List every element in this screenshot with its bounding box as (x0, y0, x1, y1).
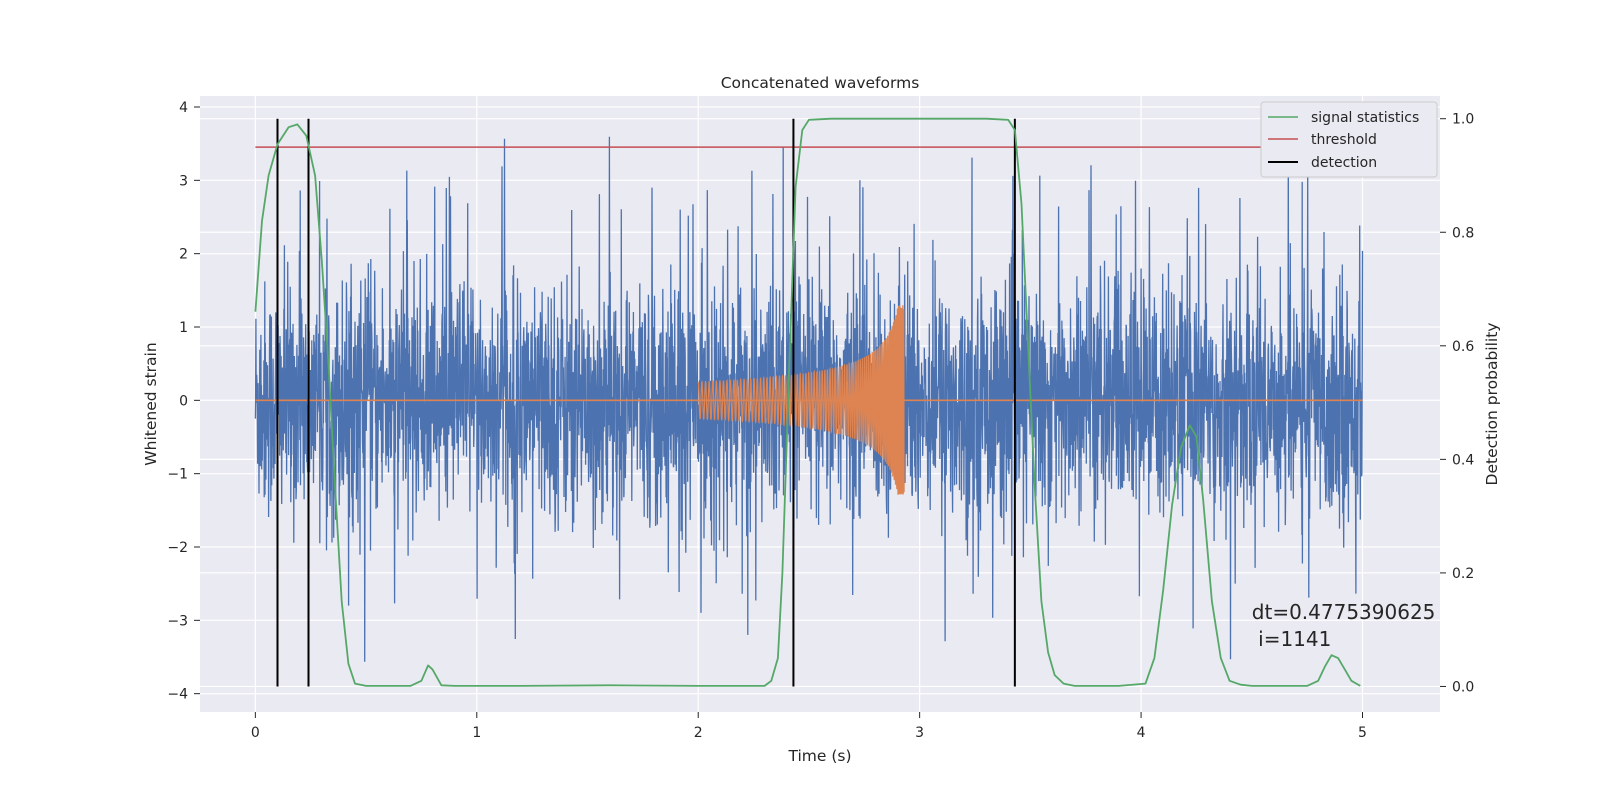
y-tick-label: −3 (167, 613, 188, 629)
legend-box (1260, 101, 1438, 178)
y2-tick-label: 0.4 (1452, 452, 1474, 468)
strain-line (254, 136, 1364, 662)
y-tick-label: −1 (167, 467, 188, 483)
y2-tick-label: 0.2 (1452, 566, 1474, 582)
chirp-line (697, 305, 905, 495)
x-axis-label: Time (s) (787, 747, 851, 765)
y2-tick-label: 0.8 (1452, 225, 1474, 241)
y-tick-label: −2 (167, 540, 188, 556)
chart-title: Concatenated waveforms (721, 74, 920, 92)
x-tick-label: 4 (1137, 725, 1146, 741)
annotation-index: i=1141 (1252, 627, 1332, 651)
y-tick-label: 1 (179, 320, 188, 336)
axis-ticks: 0 1 2 3 4 5 −4 −3 −2 −1 0 1 2 3 4 0.0 0.2 0.4 0.6 0.8 1.0 (167, 100, 1474, 741)
legend-label-signal-statistics: signal statistics (1311, 110, 1419, 126)
y2-tick-label: 0.6 (1452, 339, 1474, 355)
y-tick-label: −4 (167, 687, 188, 703)
x-tick-label: 5 (1358, 725, 1367, 741)
y2-tick-label: 1.0 (1452, 112, 1474, 128)
x-tick-label: 0 (251, 725, 260, 741)
annotation-dt: dt=0.4775390625 (1252, 600, 1436, 624)
x-tick-label: 3 (915, 725, 924, 741)
y-axis-label: Whitened strain (142, 342, 160, 465)
chirp-series (255, 305, 1363, 495)
y-tick-label: 0 (179, 393, 188, 409)
legend-label-threshold: threshold (1311, 132, 1377, 148)
annotation: dt=0.4775390625 i=1141 (1252, 600, 1436, 651)
probability-series (254, 117, 1363, 687)
x-tick-label: 1 (472, 725, 481, 741)
y-tick-label: 2 (179, 247, 188, 263)
y2-tick-label: 0.0 (1452, 679, 1474, 695)
strain-series (254, 136, 1364, 662)
signal-statistics-line (254, 117, 1361, 687)
y-tick-label: 3 (179, 173, 188, 189)
x-tick-label: 2 (694, 725, 703, 741)
y2-axis-label: Detection probability (1483, 323, 1501, 486)
legend-label-detection: detection (1311, 155, 1377, 171)
y-tick-label: 4 (179, 100, 188, 116)
legend: signal statistics threshold detection (1260, 101, 1438, 178)
